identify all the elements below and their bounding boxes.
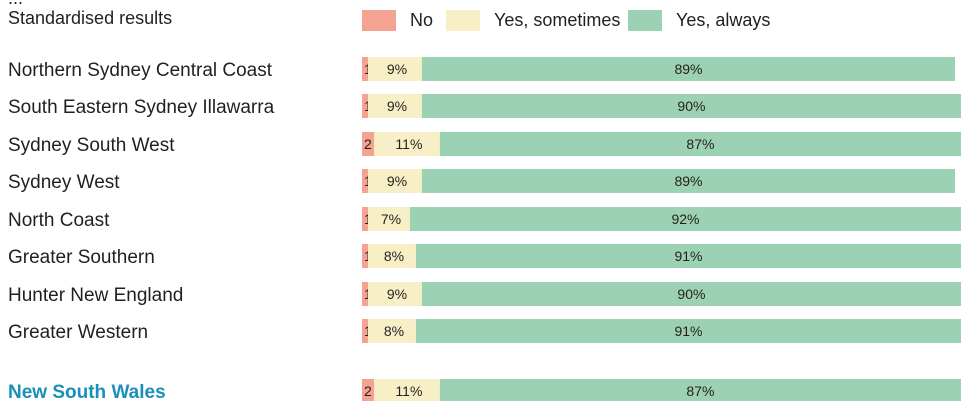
bar-yes-always-sydney-west: [421, 169, 956, 193]
data-label-yes-always-new-south-wales: 87%: [686, 383, 714, 399]
bar-yes-always-greater-southern: [415, 244, 961, 268]
data-label-yes-always-greater-western: 91%: [674, 323, 702, 339]
bar-yes-sometimes-hunter-new-england: [367, 282, 422, 306]
category-label-new-south-wales: New South Wales: [8, 382, 166, 401]
bar-yes-sometimes-northern-sydney-central-coast: [367, 57, 422, 81]
data-label-yes-sometimes-greater-southern: 8%: [384, 248, 404, 264]
bar-yes-always-greater-western: [415, 319, 961, 343]
category-label-hunter-new-england: Hunter New England: [8, 285, 183, 306]
legend-label-no: No: [410, 9, 434, 30]
bar-no-greater-western: [362, 319, 368, 343]
data-label-yes-sometimes-sydney-west: 9%: [387, 173, 407, 189]
legend-label-always: Yes, always: [676, 9, 771, 30]
bar-no-greater-southern: [362, 244, 368, 268]
bar-no-sydney-south-west: [362, 132, 374, 156]
bar-yes-sometimes-greater-southern: [367, 244, 416, 268]
data-label-yes-always-south-eastern-sydney-illawarra: 90%: [677, 98, 705, 114]
bar-yes-sometimes-sydney-west: [367, 169, 422, 193]
bar-yes-sometimes-south-eastern-sydney-illawarra: [367, 94, 422, 118]
category-label-north-coast: North Coast: [8, 210, 110, 231]
bar-no-north-coast: [362, 207, 368, 231]
bar-yes-always-north-coast: [409, 207, 961, 231]
category-label-greater-southern: Greater Southern: [8, 247, 155, 268]
data-label-yes-always-hunter-new-england: 90%: [677, 286, 705, 302]
bar-no-northern-sydney-central-coast: [362, 57, 368, 81]
category-label-sydney-west: Sydney West: [8, 172, 120, 193]
bar-yes-sometimes-north-coast: [367, 207, 410, 231]
data-label-yes-sometimes-sydney-south-west: 11%: [395, 136, 422, 152]
category-label-sydney-south-west: Sydney South West: [8, 135, 175, 156]
data-label-yes-always-sydney-west: 89%: [674, 173, 702, 189]
bar-yes-sometimes-new-south-wales: [373, 379, 440, 401]
category-label-northern-sydney-central-coast: Northern Sydney Central Coast: [8, 60, 273, 81]
bar-yes-always-hunter-new-england: [421, 282, 961, 306]
category-label-south-eastern-sydney-illawarra: South Eastern Sydney Illawarra: [8, 97, 275, 118]
bar-yes-sometimes-sydney-south-west: [373, 132, 440, 156]
bar-no-hunter-new-england: [362, 282, 368, 306]
legend-item-no: No: [362, 9, 433, 31]
bar-yes-always-northern-sydney-central-coast: [421, 57, 956, 81]
data-label-yes-sometimes-north-coast: 7%: [381, 211, 401, 227]
legend-swatch-always: [628, 9, 662, 31]
data-label-yes-sometimes-south-eastern-sydney-illawarra: 9%: [387, 98, 407, 114]
chart-title-fragment: ...: [8, 0, 23, 9]
chart-subtitle: Standardised results: [8, 8, 173, 28]
data-label-yes-sometimes-greater-western: 8%: [384, 323, 404, 339]
bar-no-sydney-west: [362, 169, 368, 193]
data-label-no-sydney-south-west: 2: [364, 136, 372, 152]
data-label-yes-always-northern-sydney-central-coast: 89%: [674, 61, 702, 77]
bar-yes-always-sydney-south-west: [439, 132, 961, 156]
data-label-yes-always-greater-southern: 91%: [674, 248, 702, 264]
data-label-yes-always-sydney-south-west: 87%: [686, 136, 714, 152]
data-label-no-new-south-wales: 2: [364, 383, 372, 399]
legend-swatch-sometimes: [446, 9, 480, 31]
data-label-yes-sometimes-northern-sydney-central-coast: 9%: [387, 61, 407, 77]
data-label-yes-sometimes-new-south-wales: 11%: [395, 383, 422, 399]
data-label-yes-always-north-coast: 92%: [671, 211, 699, 227]
bar-yes-always-south-eastern-sydney-illawarra: [421, 94, 961, 118]
legend-swatch-no: [362, 9, 396, 31]
legend-item-sometimes: Yes, sometimes: [446, 9, 620, 31]
bar-yes-sometimes-greater-western: [367, 319, 416, 343]
legend-item-always: Yes, always: [628, 9, 770, 31]
bar-no-south-eastern-sydney-illawarra: [362, 94, 368, 118]
legend-label-sometimes: Yes, sometimes: [494, 9, 621, 30]
data-label-yes-sometimes-hunter-new-england: 9%: [387, 286, 407, 302]
bar-yes-always-new-south-wales: [439, 379, 961, 401]
bar-no-new-south-wales: [362, 379, 374, 401]
category-label-greater-western: Greater Western: [8, 322, 148, 343]
